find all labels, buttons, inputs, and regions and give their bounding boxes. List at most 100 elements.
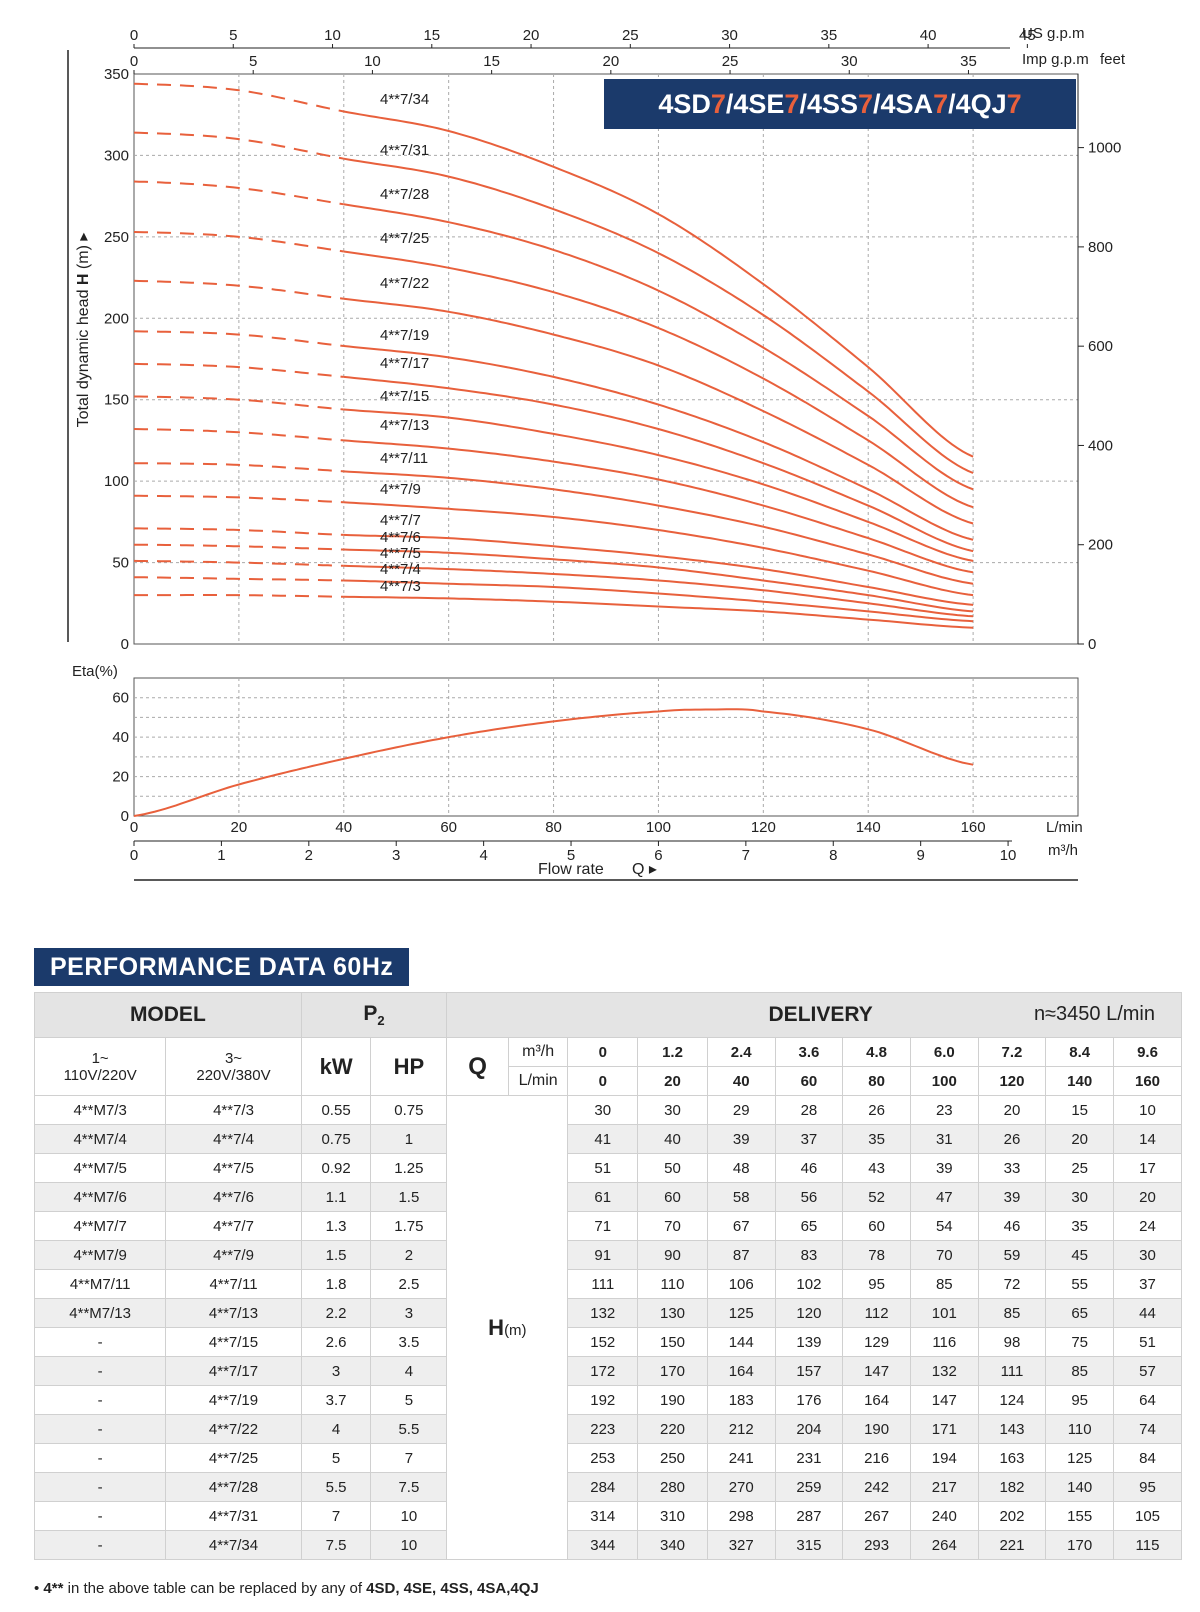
model-3ph: 4**7/6: [165, 1182, 302, 1212]
head-value: 78: [842, 1240, 911, 1270]
p2-subscript: 2: [377, 1013, 385, 1029]
head-value: 182: [977, 1472, 1047, 1502]
head-value: 87: [706, 1240, 776, 1270]
head-value: 28: [774, 1095, 844, 1125]
col-3ph: 3~ 220V/380V: [165, 1037, 302, 1096]
flow-lmin: 20: [637, 1066, 708, 1096]
curve-solid-segment: [343, 297, 974, 525]
curve-dashed-segment: [134, 494, 344, 504]
power-hp: 10: [370, 1501, 448, 1531]
head-value: 91: [567, 1240, 639, 1270]
head-value: 315: [774, 1530, 844, 1560]
curve-label: 4**7/7: [380, 512, 421, 529]
head-value: 143: [977, 1414, 1047, 1444]
usgpm-tick-label: 30: [721, 27, 738, 44]
curve-dashed-segment: [133, 576, 344, 582]
curve-solid-segment: [343, 203, 974, 491]
m3h-tick-label: 0: [130, 847, 138, 864]
head-label: H(m): [446, 1095, 569, 1560]
eta-tick-label: 20: [112, 769, 129, 786]
speed-label: n≈3450 L/min: [1033, 1003, 1155, 1025]
power-kw: 7: [300, 1501, 372, 1531]
m3h-tick-label: 5: [567, 847, 575, 864]
flow-lmin: 40: [706, 1066, 776, 1096]
head-value: 95: [1113, 1472, 1182, 1502]
head-value: 310: [637, 1501, 708, 1531]
flow-m3h: 3.6: [774, 1037, 844, 1067]
head-value: 231: [774, 1443, 844, 1473]
head-value: 55: [1045, 1269, 1115, 1299]
model-1ph: 4**M7/3: [33, 1095, 167, 1125]
head-value: 157: [774, 1356, 844, 1386]
head-value: 110: [637, 1269, 708, 1299]
impgpm-tick-label: 5: [249, 53, 257, 70]
feet-tick-label: 400: [1088, 437, 1113, 454]
head-value: 30: [1113, 1240, 1182, 1270]
head-value: 26: [842, 1095, 911, 1125]
head-value: 267: [842, 1501, 911, 1531]
head-value: 217: [909, 1472, 979, 1502]
lmin-tick-label: 100: [646, 819, 671, 836]
model-1ph: 4**M7/13: [33, 1298, 167, 1328]
head-value: 14: [1113, 1124, 1182, 1154]
q-header: Q: [446, 1037, 509, 1096]
table-row: 4**M7/9 4**7/9 1.5 2 91 90 87 83 78 70 59 45 30: [33, 1240, 1182, 1270]
m3h-unit: m³/h: [1048, 842, 1078, 859]
model-1ph: 4**M7/11: [33, 1269, 167, 1299]
chart-title: 4SD7/4SE7/4SS7/4SA7/4QJ7: [658, 89, 1021, 119]
y-axis-label: Total dynamic head H (m) ▸: [75, 233, 92, 428]
impgpm-tick-label: 20: [602, 53, 619, 70]
model-1ph: 4**M7/4: [33, 1124, 167, 1154]
head-value: 95: [842, 1269, 911, 1299]
curve-label: 4**7/17: [380, 355, 429, 372]
y-tick-label: 200: [104, 310, 129, 327]
model-3ph: 4**7/4: [165, 1124, 302, 1154]
y-tick-label: 100: [104, 473, 129, 490]
power-kw: 2.6: [300, 1327, 372, 1357]
curve-label: 4**7/11: [380, 450, 428, 467]
curve-label: 4**7/34: [380, 91, 429, 108]
eta-tick-label: 0: [121, 808, 129, 825]
m3h-tick-label: 6: [654, 847, 662, 864]
model-3ph: 4**7/15: [165, 1327, 302, 1357]
head-value: 30: [567, 1095, 639, 1125]
head-value: 85: [977, 1298, 1047, 1328]
head-value: 120: [774, 1298, 844, 1328]
curve-solid-segment: [343, 157, 974, 474]
head-value: 221: [977, 1530, 1047, 1560]
head-value: 31: [909, 1124, 979, 1154]
head-value: 176: [774, 1385, 844, 1415]
curve-dashed-segment: [133, 330, 344, 347]
usgpm-tick-label: 40: [920, 27, 937, 44]
footnote: • 4** in the above table can be replaced…: [34, 1580, 539, 1597]
model-1ph: -: [33, 1385, 167, 1415]
power-hp: 1.5: [370, 1182, 448, 1212]
flow-m3h: 0: [567, 1037, 639, 1067]
curve-dashed-segment: [134, 527, 344, 536]
curve-label: 4**7/5: [380, 545, 421, 562]
head-value: 60: [637, 1182, 708, 1212]
delivery-label: DELIVERY: [768, 1003, 873, 1026]
table-row: 4**M7/4 4**7/4 0.75 1 41 40 39 37 35 31 26 20 14: [33, 1124, 1182, 1154]
head-value: 45: [1045, 1240, 1115, 1270]
head-value: 250: [637, 1443, 708, 1473]
power-hp: 5.5: [370, 1414, 448, 1444]
m3h-tick-label: 10: [1000, 847, 1017, 864]
head-value: 29: [706, 1095, 776, 1125]
head-value: 293: [842, 1530, 911, 1560]
head-value: 284: [567, 1472, 639, 1502]
flow-lmin: 140: [1045, 1066, 1115, 1096]
lmin-tick-label: 80: [545, 819, 562, 836]
curve-dashed-segment: [133, 131, 344, 160]
model-3ph: 4**7/34: [165, 1530, 302, 1560]
head-value: 241: [706, 1443, 776, 1473]
power-hp: 3: [370, 1298, 448, 1328]
y-tick-label: 0: [121, 636, 129, 653]
footnote-models: 4SD, 4SE, 4SS, 4SA,4QJ: [366, 1580, 539, 1597]
power-hp: 2: [370, 1240, 448, 1270]
curve-dashed-segment: [134, 543, 344, 551]
power-hp: 5: [370, 1385, 448, 1415]
table-row: 4**M7/5 4**7/5 0.92 1.25 51 50 48 46 43 39 33 25 17: [33, 1153, 1182, 1183]
footnote-text: in the above table can be replaced by an…: [63, 1580, 367, 1597]
